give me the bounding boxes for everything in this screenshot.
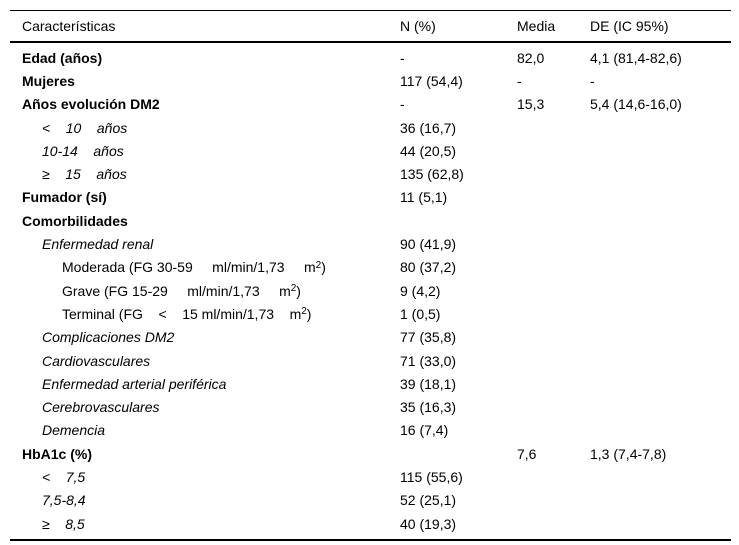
table-row-comorbilidades: Comorbilidades: [22, 209, 731, 232]
cell-n-pct: 16 (7,4): [400, 422, 449, 439]
col-header-n-pct: N (%): [400, 18, 436, 34]
cell-media: 15,3: [517, 96, 545, 113]
table-row-terminal: Terminal (FG < 15 ml/min/1,73 m2) 1 (0,5…: [22, 302, 731, 325]
cell-de-ic: 4,1 (81,4-82,6): [590, 49, 682, 66]
col-header-caracteristicas: Características: [22, 18, 116, 34]
table-row-mujeres: Mujeres 117 (54,4) - -: [22, 69, 731, 92]
row-label: Terminal (FG < 15 ml/min/1,73 m2): [62, 305, 312, 322]
col-header-de-ic: DE (IC 95%): [590, 18, 669, 34]
row-label: Mujeres: [22, 72, 75, 89]
cell-n-pct: 39 (18,1): [400, 375, 457, 392]
row-label: HbA1c (%): [22, 445, 93, 462]
table-row-anos-evolucion-dm2: Años evolución DM2 - 15,3 5,4 (14,6-16,0…: [22, 93, 731, 116]
cell-n-pct: 115 (55,6): [400, 468, 463, 485]
table-row-menos-10-anos: < 10 años 36 (16,7): [22, 116, 731, 139]
row-label: 7,5-8,4: [42, 492, 86, 509]
row-label: Demencia: [42, 422, 106, 439]
cell-de-ic: -: [590, 72, 595, 89]
cell-media: -: [517, 72, 522, 89]
table-row-cerebrovasculares: Cerebrovasculares 35 (16,3): [22, 395, 731, 418]
row-label: Grave (FG 15-29 ml/min/1,73 m2): [62, 282, 301, 299]
cell-n-pct: 40 (19,3): [400, 515, 457, 532]
row-label: Moderada (FG 30-59 ml/min/1,73 m2): [62, 259, 326, 276]
table-row-cardiovasculares: Cardiovasculares 71 (33,0): [22, 349, 731, 372]
table-body: Edad (años) - 82,0 4,1 (81,4-82,6) Mujer…: [10, 43, 731, 542]
table-row-menos-7-5: < 7,5 115 (55,6): [22, 465, 731, 488]
superscript: 2: [301, 306, 307, 318]
cell-n-pct: 11 (5,1): [400, 189, 448, 206]
row-label: ≥ 15 años: [42, 166, 127, 183]
row-label: 10-14 años: [42, 142, 124, 159]
cell-de-ic: 5,4 (14,6-16,0): [590, 96, 682, 113]
cell-n-pct: 1 (0,5): [400, 305, 441, 322]
table-row-moderada: Moderada (FG 30-59 ml/min/1,73 m2) 80 (3…: [22, 256, 731, 279]
cell-n-pct: 135 (62,8): [400, 166, 464, 183]
cell-n-pct: 44 (20,5): [400, 142, 457, 159]
row-label: Cerebrovasculares: [42, 399, 160, 416]
row-label: Cardiovasculares: [42, 352, 151, 369]
table-header-row: Características N (%) Media DE (IC 95%): [10, 10, 731, 43]
superscript: 2: [290, 283, 297, 295]
cell-n-pct: 35 (16,3): [400, 399, 457, 416]
row-label: < 10 años: [42, 119, 128, 136]
cell-n-pct: 80 (37,2): [400, 259, 457, 276]
cell-media: 7,6: [517, 445, 537, 462]
cell-n-pct: 52 (25,1): [400, 492, 457, 509]
row-label: Edad (años): [22, 49, 103, 66]
table-row-7-5-8-4: 7,5-8,4 52 (25,1): [22, 489, 731, 512]
cell-n-pct: 36 (16,7): [400, 119, 457, 136]
superscript: 2: [315, 259, 322, 271]
row-label: Enfermedad renal: [42, 236, 154, 253]
cell-n-pct: 90 (41,9): [400, 236, 457, 253]
table-row-mas-15-anos: ≥ 15 años 135 (62,8): [22, 162, 731, 185]
row-label: Complicaciones DM2: [42, 329, 175, 346]
cell-n-pct: 117 (54,4): [400, 72, 463, 89]
row-label: Fumador (sí): [22, 189, 107, 206]
table-row-enfermedad-arterial-periferica: Enfermedad arterial periférica 39 (18,1): [22, 372, 731, 395]
table-row-complicaciones-dm2: Complicaciones DM2 77 (35,8): [22, 326, 731, 349]
row-label: < 7,5: [42, 468, 86, 485]
table-row-enfermedad-renal: Enfermedad renal 90 (41,9): [22, 232, 731, 255]
row-label: Años evolución DM2: [22, 96, 160, 113]
characteristics-table: Características N (%) Media DE (IC 95%) …: [10, 10, 731, 542]
table-row-grave: Grave (FG 15-29 ml/min/1,73 m2) 9 (4,2): [22, 279, 731, 302]
row-label: ≥ 8,5: [42, 515, 85, 532]
table-row-fumador: Fumador (sí) 11 (5,1): [22, 186, 731, 209]
cell-n-pct: -: [400, 49, 405, 66]
cell-de-ic: 1,3 (7,4-7,8): [590, 445, 667, 462]
row-label: Enfermedad arterial periférica: [42, 375, 227, 392]
table-row-hba1c: HbA1c (%) 7,6 1,3 (7,4-7,8): [22, 442, 731, 465]
cell-n-pct: -: [400, 96, 405, 113]
row-label: Comorbilidades: [22, 212, 128, 229]
table-row-edad: Edad (años) - 82,0 4,1 (81,4-82,6): [22, 46, 731, 69]
cell-n-pct: 9 (4,2): [400, 282, 441, 299]
cell-n-pct: 71 (33,0): [400, 352, 457, 369]
col-header-media: Media: [517, 18, 556, 34]
cell-n-pct: 77 (35,8): [400, 329, 457, 346]
cell-media: 82,0: [517, 49, 545, 66]
table-row-10-14-anos: 10-14 años 44 (20,5): [22, 139, 731, 162]
table-row-mas-8-5: ≥ 8,5 40 (19,3): [22, 512, 731, 535]
table-row-demencia: Demencia 16 (7,4): [22, 419, 731, 442]
